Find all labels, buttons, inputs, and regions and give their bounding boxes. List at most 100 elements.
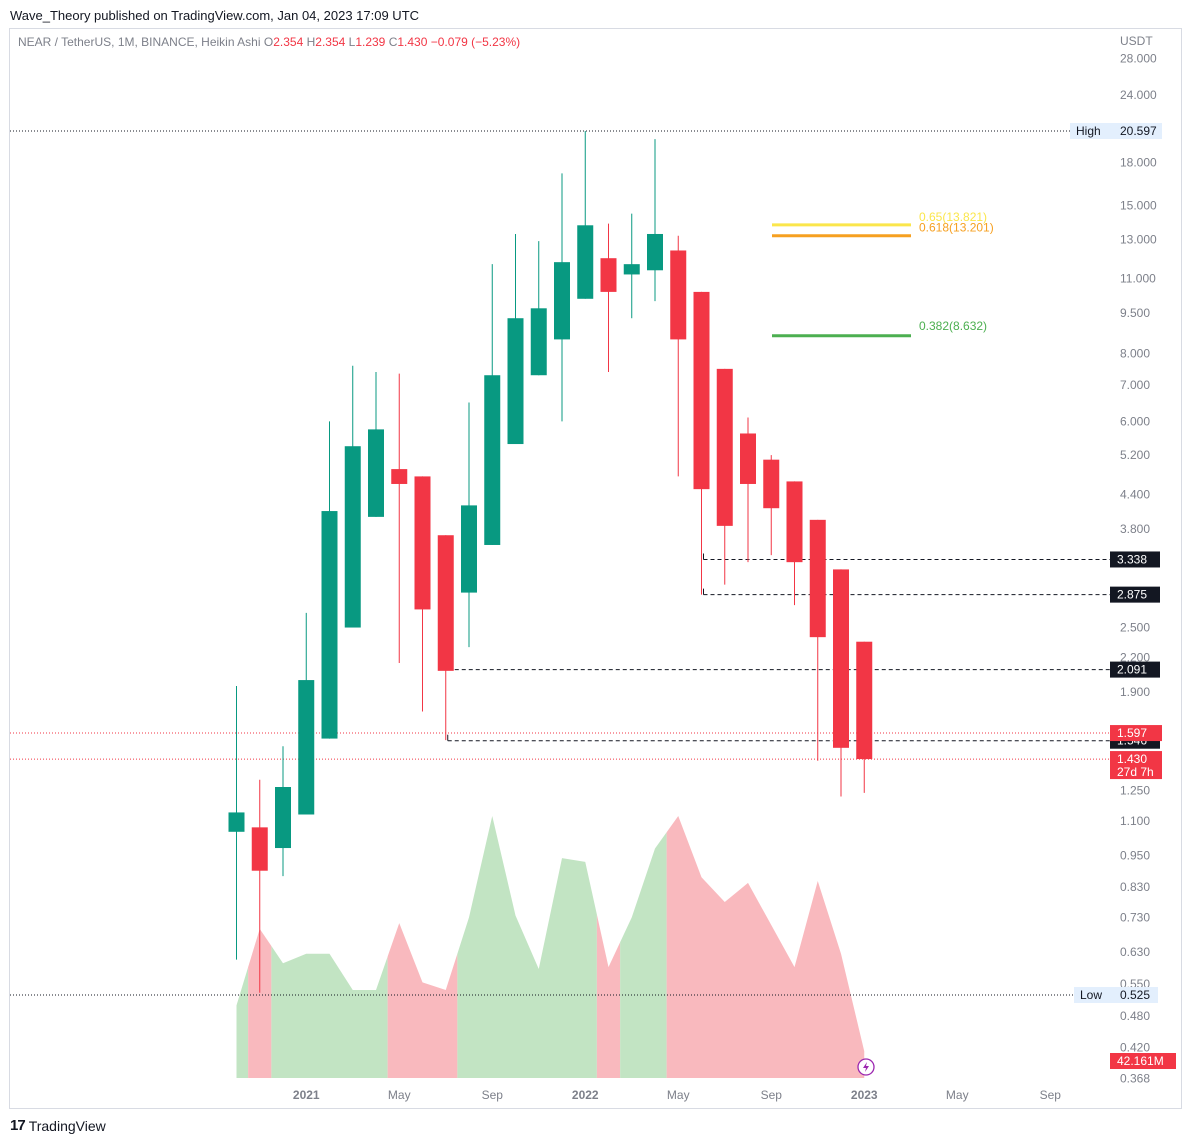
volume-area-up — [236, 967, 249, 1078]
price-tick-label: 24.000 — [1120, 88, 1157, 102]
volume-tag: 42.161M — [1117, 1054, 1164, 1068]
candle-up — [507, 318, 524, 445]
close-label: C — [388, 35, 398, 49]
candle-down — [786, 481, 803, 563]
price-tick-label: 0.420 — [1120, 1041, 1150, 1055]
candle-down — [414, 476, 431, 610]
change-value: −0.079 (−5.23%) — [430, 35, 521, 49]
volume-area-up — [620, 832, 667, 1078]
open-value: 2.354 — [273, 35, 304, 49]
price-tick-label: 2.500 — [1120, 621, 1150, 635]
fib-level-label: 0.65(13.821) — [919, 210, 987, 224]
candle-down — [763, 459, 780, 509]
price-tick-label: 15.000 — [1120, 199, 1157, 213]
time-tick-label: May — [388, 1088, 411, 1102]
low-value: 1.239 — [355, 35, 386, 49]
price-tick-label: 18.000 — [1120, 156, 1157, 170]
candle-up — [461, 505, 477, 593]
time-tick-label: Sep — [1040, 1088, 1062, 1102]
candle-up — [275, 787, 291, 849]
tradingview-logo-icon[interactable]: 17 — [10, 1117, 26, 1134]
candle-down — [833, 569, 849, 748]
candle-down — [693, 291, 710, 490]
fib-level-label: 0.618(13.201) — [919, 221, 994, 235]
symbol-legend: NEAR / TetherUS, 1M, BINANCE, Heikin Ash… — [18, 35, 520, 49]
price-tick-label: 0.368 — [1120, 1072, 1150, 1086]
candle-down — [670, 250, 687, 340]
high-marker-label: High — [1076, 124, 1101, 138]
candle-up — [623, 264, 640, 275]
time-tick-label: 2021 — [293, 1088, 320, 1102]
time-tick-label: Sep — [761, 1088, 783, 1102]
candle-up — [228, 812, 245, 832]
axis-layer: USDT 28.000 24.000 18.000 15.000 13.000 11.000… — [293, 34, 1176, 1102]
level-price-tag-bg — [1110, 586, 1160, 603]
candle-up — [554, 262, 570, 340]
high-value: 2.354 — [315, 35, 346, 49]
candle-up — [530, 308, 547, 376]
time-tick-label: Sep — [482, 1088, 504, 1102]
time-tick-label: May — [667, 1088, 690, 1102]
candle-layer: 0.65(13.821)0.618(13.201) 0.382(8.632) — [10, 130, 1112, 996]
volume-area-down — [596, 914, 621, 1078]
candle-up — [368, 429, 384, 517]
price-tick-label: 13.000 — [1120, 232, 1157, 246]
price-tick-label: 1.100 — [1120, 814, 1150, 828]
price-tick-label: 4.400 — [1120, 487, 1150, 501]
time-tick-label: 2022 — [572, 1088, 599, 1102]
volume-area-up — [271, 946, 388, 1078]
candle-up — [344, 446, 361, 628]
time-tick-label: 2023 — [851, 1088, 878, 1102]
close-value: 1.430 — [397, 35, 428, 49]
current-price-tag-bg — [1110, 751, 1162, 780]
candle-up — [577, 225, 594, 299]
brand-name[interactable]: TradingView — [28, 1117, 106, 1134]
candle-down — [437, 535, 454, 671]
price-tick-label: 7.000 — [1120, 378, 1150, 392]
published-caption: Wave_Theory published on TradingView.com… — [10, 8, 420, 23]
low-marker-bg — [1074, 987, 1158, 1003]
price-tick-label: 9.500 — [1120, 306, 1150, 320]
candle-down — [391, 469, 408, 484]
volume-layer — [236, 816, 865, 1078]
price-tick-label: 5.200 — [1120, 448, 1150, 462]
high-label: H — [306, 35, 316, 49]
price-tick-label: 2.200 — [1120, 651, 1150, 665]
level-price-tag: 2.875 — [1117, 588, 1147, 602]
open-label: O — [263, 35, 274, 49]
volume-area-up — [457, 816, 597, 1078]
level-price-tag: 2.091 — [1117, 663, 1147, 677]
current-price-tag: 1.597 — [1117, 726, 1147, 740]
current-price-tag-countdown: 27d 7h — [1117, 765, 1154, 779]
price-tick-label: 0.830 — [1120, 880, 1150, 894]
volume-area-down — [387, 923, 458, 1078]
fib-level-label: 0.382(8.632) — [919, 319, 987, 333]
price-tick-label: 0.730 — [1120, 910, 1150, 924]
volume-area-down — [666, 816, 865, 1078]
candle-up — [484, 375, 501, 545]
price-tick-label: 0.480 — [1120, 1009, 1150, 1023]
lightning-icon-glyph — [863, 1062, 869, 1072]
current-price-tag: 1.430 — [1117, 752, 1147, 766]
footer: 17 TradingView — [10, 1117, 106, 1134]
candle-down — [856, 641, 873, 760]
candle-up — [321, 511, 338, 739]
low-label: L — [348, 35, 356, 49]
price-tick-label: 1.900 — [1120, 685, 1150, 699]
price-tick-label: 3.800 — [1120, 522, 1150, 536]
symbol-title[interactable]: NEAR / TetherUS, 1M, BINANCE, Heikin Ash… — [18, 35, 261, 49]
low-marker-label: Low — [1080, 988, 1102, 1002]
high-marker-value: 20.597 — [1120, 124, 1157, 138]
price-tick-label: 1.250 — [1120, 784, 1150, 798]
chart-frame — [9, 28, 1182, 1109]
candle-down — [251, 827, 268, 871]
current-price-tag-bg — [1110, 725, 1162, 742]
price-tick-label: 28.000 — [1120, 52, 1157, 66]
candle-down — [740, 433, 756, 484]
candle-down — [809, 519, 826, 638]
volume-tag-bg — [1110, 1053, 1176, 1069]
price-tick-label: 0.950 — [1120, 848, 1150, 862]
level-price-tag-bg — [1110, 661, 1160, 678]
level-price-tag: 3.338 — [1117, 552, 1147, 566]
